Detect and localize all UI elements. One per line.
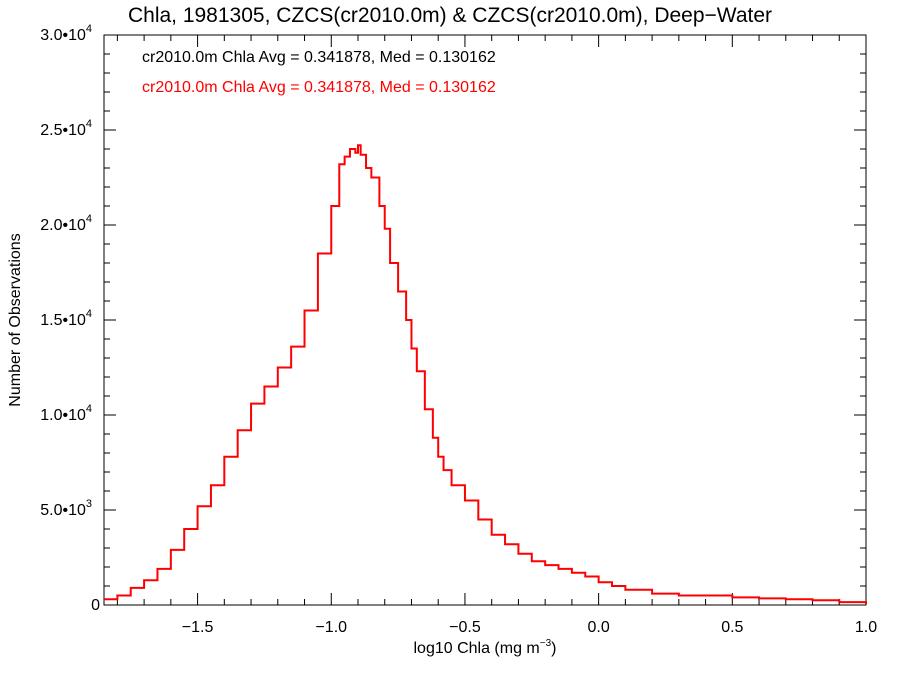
x-tick-label: −0.5 — [449, 619, 481, 636]
x-tick-label: 0.0 — [588, 619, 610, 636]
series-line — [104, 144, 867, 605]
y-tick-mantissa: 3.0•10 — [40, 27, 86, 44]
x-axis-label-sup: −3 — [540, 638, 552, 649]
y-tick-mantissa: 0 — [91, 597, 100, 614]
y-tick-exponent: 4 — [86, 403, 92, 415]
y-tick-mantissa: 1.0•10 — [40, 407, 86, 424]
x-tick-label: −1.0 — [315, 619, 347, 636]
x-tick-label: 1.0 — [855, 619, 877, 636]
y-tick-mantissa: 1.5•10 — [40, 312, 86, 329]
y-tick-exponent: 4 — [86, 118, 92, 130]
x-axis-label-end: ) — [551, 640, 556, 657]
y-tick-mantissa: 5.0•10 — [40, 502, 86, 519]
y-tick-label: 1.5•104 — [40, 308, 92, 329]
annotation-black: cr2010.0m Chla Avg = 0.341878, Med = 0.1… — [142, 49, 496, 66]
y-tick-mantissa: 2.0•10 — [40, 217, 86, 234]
y-axis-label: Number of Observations — [7, 233, 24, 406]
x-axis-label-main: log10 Chla (mg m — [413, 640, 539, 657]
y-tick-label: 3.0•104 — [40, 23, 92, 44]
y-tick-exponent: 4 — [86, 23, 92, 35]
y-tick-label: 0 — [91, 597, 100, 614]
x-tick-label: 0.5 — [721, 619, 743, 636]
y-tick-label: 2.0•104 — [40, 213, 92, 234]
y-axis-ticks: 05.0•1031.0•1041.5•1042.0•1042.5•1043.0•… — [40, 23, 866, 614]
x-tick-label: −1.5 — [182, 619, 214, 636]
y-tick-label: 5.0•103 — [40, 498, 92, 519]
chart-title: Chla, 1981305, CZCS(cr2010.0m) & CZCS(cr… — [128, 4, 772, 27]
y-tick-exponent: 4 — [86, 308, 92, 320]
y-tick-label: 1.0•104 — [40, 403, 92, 424]
y-tick-mantissa: 2.5•10 — [40, 122, 86, 139]
annotation-red: cr2010.0m Chla Avg = 0.341878, Med = 0.1… — [142, 79, 496, 96]
x-axis-label: log10 Chla (mg m−3) — [413, 638, 556, 657]
y-tick-label: 2.5•104 — [40, 118, 92, 139]
x-axis-ticks: −1.5 −1.0 −0.5 0.0 0.5 1.0 — [116, 35, 877, 636]
y-tick-exponent: 4 — [86, 213, 92, 225]
y-tick-exponent: 3 — [86, 498, 92, 510]
